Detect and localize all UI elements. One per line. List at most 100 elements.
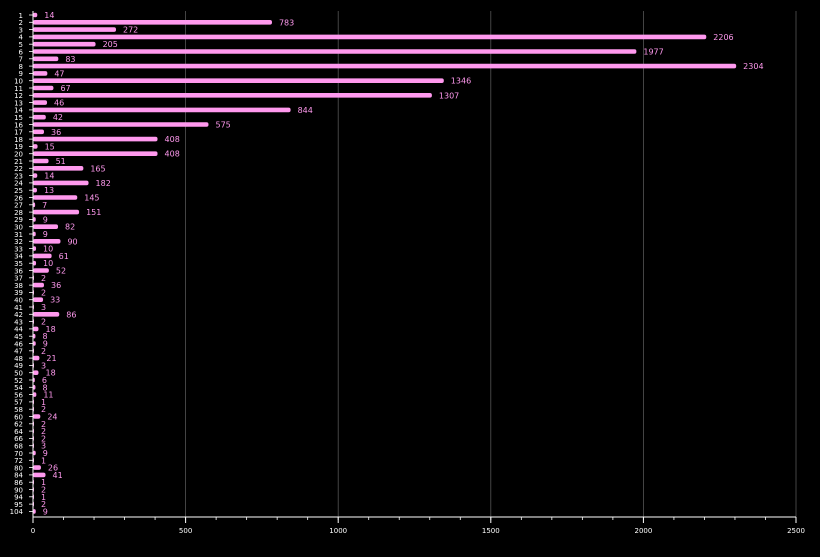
bar (33, 151, 158, 156)
bar-value-label: 26 (48, 464, 58, 473)
y-tick-label: 10 (14, 78, 23, 86)
y-tick-label: 23 (14, 172, 23, 180)
bar-value-label: 82 (65, 223, 75, 232)
y-tick-label: 24 (14, 180, 23, 188)
x-tick-label: 1500 (482, 527, 500, 535)
bar (33, 173, 38, 178)
bar (33, 472, 46, 478)
y-tick-label: 70 (14, 450, 23, 458)
bar-value-label: 145 (84, 194, 99, 203)
y-tick-label: 18 (14, 136, 23, 144)
bar-value-label: 41 (53, 471, 63, 480)
y-tick-label: 28 (14, 209, 23, 217)
bar-value-label: 10 (43, 245, 53, 254)
bar-value-label: 2 (41, 347, 46, 356)
bar (33, 370, 39, 375)
y-tick-label: 66 (14, 435, 23, 443)
y-tick-label: 20 (14, 151, 23, 159)
y-tick-label: 104 (10, 508, 24, 516)
bars: 1478327222062051977832304471346671307468… (33, 11, 764, 516)
bar (33, 100, 48, 105)
y-tick-label: 4 (19, 34, 24, 42)
x-tick-label: 0 (31, 527, 35, 535)
y-tick-label: 6 (19, 48, 24, 56)
bar-value-label: 1 (41, 478, 46, 487)
axes: 1234567891011121314151617181920212223242… (10, 11, 805, 535)
y-tick-label: 17 (14, 129, 23, 137)
bar (33, 260, 37, 266)
y-tick-label: 56 (14, 391, 23, 399)
bar-value-label: 83 (65, 55, 75, 64)
bar-value-label: 90 (67, 237, 77, 246)
y-tick-label: 16 (14, 121, 23, 129)
y-tick-label: 39 (14, 289, 23, 297)
bar-value-label: 165 (90, 164, 105, 173)
bar (33, 297, 44, 302)
y-tick-label: 72 (14, 457, 23, 465)
y-tick-label: 12 (14, 92, 23, 100)
bar (33, 312, 60, 317)
bar (33, 246, 37, 251)
y-tick-label: 27 (14, 202, 23, 210)
bar (33, 385, 36, 390)
y-tick-label: 42 (14, 311, 23, 319)
y-tick-label: 7 (19, 56, 23, 64)
bar-value-label: 36 (51, 128, 61, 137)
y-tick-label: 14 (14, 107, 23, 115)
y-tick-label: 40 (14, 297, 23, 305)
y-tick-label: 22 (14, 165, 23, 173)
bar (33, 71, 48, 76)
bar-value-label: 67 (60, 84, 70, 93)
bar-value-label: 8 (42, 332, 47, 341)
y-tick-label: 90 (14, 486, 23, 494)
bar (33, 85, 54, 91)
bar-value-label: 61 (59, 252, 69, 261)
bar (33, 333, 36, 339)
y-tick-label: 52 (14, 377, 23, 385)
bar-value-label: 36 (51, 281, 61, 290)
y-tick-label: 32 (14, 238, 23, 246)
y-tick-label: 43 (14, 318, 23, 326)
y-tick-label: 46 (14, 340, 23, 348)
bar-value-label: 52 (56, 267, 66, 276)
y-tick-label: 21 (14, 158, 23, 166)
y-tick-label: 25 (14, 187, 23, 195)
y-tick-label: 47 (14, 348, 23, 356)
bar (33, 136, 158, 142)
bar (33, 93, 432, 98)
bar-value-label: 272 (123, 26, 138, 35)
bar (33, 414, 41, 419)
bar-value-label: 2 (41, 405, 46, 414)
bar (33, 27, 117, 32)
bar-value-label: 24 (47, 413, 57, 422)
bar-value-label: 2206 (713, 33, 733, 42)
y-tick-label: 33 (14, 245, 23, 253)
bar (33, 20, 272, 25)
bar-value-label: 408 (165, 150, 180, 159)
y-tick-label: 29 (14, 216, 23, 224)
bar-value-label: 42 (53, 113, 63, 122)
bar-value-label: 575 (215, 121, 230, 130)
x-tick-label: 2000 (634, 527, 652, 535)
y-tick-label: 68 (14, 443, 23, 451)
bar (33, 195, 78, 200)
bar (33, 450, 36, 456)
bar (33, 282, 44, 288)
bar-value-label: 2 (41, 274, 46, 283)
y-tick-label: 8 (19, 63, 23, 71)
bar-value-label: 9 (43, 340, 48, 349)
y-tick-label: 94 (14, 494, 23, 502)
bar-value-label: 2 (41, 427, 46, 436)
bar-value-label: 18 (45, 369, 55, 378)
bar (33, 209, 80, 215)
y-tick-label: 54 (14, 384, 23, 392)
y-tick-label: 15 (14, 114, 23, 122)
bar-value-label: 2 (41, 434, 46, 443)
x-tick-label: 1000 (329, 527, 347, 535)
bar-value-label: 13 (44, 186, 54, 195)
bar (33, 217, 36, 222)
y-tick-label: 48 (14, 355, 23, 363)
bar-value-label: 205 (103, 40, 118, 49)
